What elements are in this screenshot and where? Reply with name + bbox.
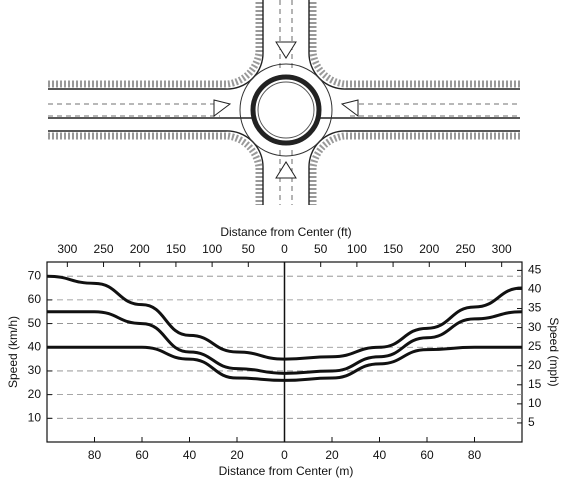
x-tick-label: 80 — [88, 448, 102, 462]
x2-tick-label: 200 — [419, 242, 439, 256]
x-tick-label: 0 — [281, 448, 288, 462]
y-axis-title: Speed (km/h) — [6, 316, 20, 388]
y-tick-label: 10 — [28, 410, 42, 424]
x-tick-label: 20 — [230, 448, 244, 462]
y-tick-label: 30 — [28, 363, 42, 377]
x2-tick-label: 250 — [455, 242, 475, 256]
x-tick-label: 60 — [420, 448, 434, 462]
y2-axis-title: Speed (mph) — [547, 317, 561, 386]
x2-tick-label: 300 — [57, 242, 77, 256]
y2-tick-label: 5 — [528, 415, 535, 429]
speed-curve — [47, 345, 522, 382]
x-tick-label: 80 — [468, 448, 482, 462]
x2-tick-label: 150 — [383, 242, 403, 256]
x-tick-label: 60 — [135, 448, 149, 462]
x2-tick-label: 0 — [281, 242, 288, 256]
y-tick-label: 50 — [28, 316, 42, 330]
y-tick-label: 70 — [28, 268, 42, 282]
y2-tick-label: 25 — [528, 339, 542, 353]
y-tick-label: 60 — [28, 292, 42, 306]
y2-tick-label: 40 — [528, 282, 542, 296]
y2-tick-label: 45 — [528, 263, 542, 277]
y2-tick-label: 10 — [528, 396, 542, 410]
x2-tick-label: 100 — [202, 242, 222, 256]
x-tick-label: 20 — [325, 448, 339, 462]
y-tick-label: 20 — [28, 387, 42, 401]
x2-tick-label: 250 — [94, 242, 114, 256]
x2-tick-label: 150 — [166, 242, 186, 256]
x-tick-label: 40 — [183, 448, 197, 462]
x2-tick-label: 50 — [242, 242, 256, 256]
x2-tick-label: 100 — [347, 242, 367, 256]
y2-tick-label: 30 — [528, 320, 542, 334]
roundabout-diagram — [48, 0, 520, 205]
x2-tick-label: 50 — [314, 242, 328, 256]
x-tick-label: 40 — [373, 448, 387, 462]
y2-tick-label: 35 — [528, 301, 542, 315]
y2-tick-label: 20 — [528, 358, 542, 372]
x2-tick-label: 300 — [492, 242, 512, 256]
speed-curve — [47, 310, 523, 375]
speed-chart: Distance from Center (m) Distance from C… — [6, 225, 561, 478]
x2-tick-label: 200 — [130, 242, 150, 256]
y-tick-label: 40 — [28, 339, 42, 353]
y2-tick-label: 15 — [528, 377, 542, 391]
speed-curve — [46, 274, 523, 361]
x2-axis-title: Distance from Center (ft) — [220, 225, 351, 239]
x-axis-title: Distance from Center (m) — [219, 464, 354, 478]
